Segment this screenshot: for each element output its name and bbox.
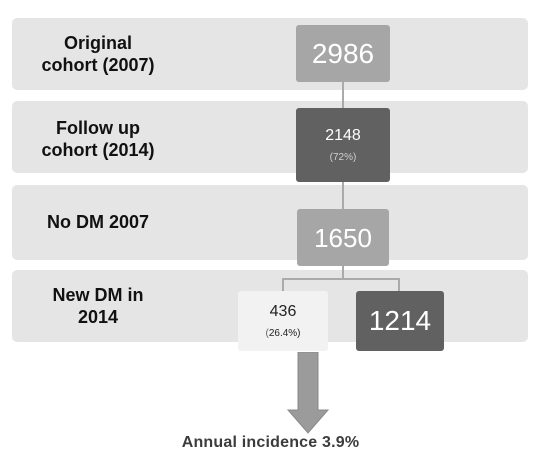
connector-line	[342, 182, 344, 210]
count-value: 2148	[325, 126, 361, 144]
follow-up-cohort-box: 2148 (72%)	[296, 108, 390, 182]
row-label-line: cohort (2014)	[41, 140, 155, 160]
row-band-no-dm-2007: No DM 2007	[12, 185, 528, 260]
no-new-dm-box: 1214	[356, 291, 444, 351]
count-value: 2986	[311, 37, 375, 69]
down-arrow	[287, 352, 329, 434]
count-value: 1214	[368, 305, 432, 336]
no-dm-2007-box: 1650	[297, 209, 389, 266]
row-label-line: Original	[63, 33, 132, 53]
percent-number: 26.4%)	[268, 327, 301, 339]
count-value: 436	[269, 302, 297, 320]
row-label-line: New DM in	[52, 285, 144, 305]
row-label: Follow up cohort (2014)	[12, 117, 184, 161]
row-band-follow-up-cohort: Follow up cohort (2014)	[12, 101, 528, 173]
row-label-line: Follow up	[56, 118, 140, 138]
original-cohort-box: 2986	[296, 25, 390, 82]
connector-line	[282, 278, 400, 280]
row-label-line: No DM 2007	[46, 212, 150, 232]
new-dm-box: 436 (26.4%)	[238, 291, 328, 351]
connector-line	[282, 278, 284, 292]
row-label-line: cohort (2007)	[41, 55, 155, 75]
percent-value: (26.4%)	[265, 327, 301, 339]
connector-line	[398, 278, 400, 292]
row-label: Original cohort (2007)	[12, 32, 184, 76]
connector-line	[342, 81, 344, 109]
annual-incidence-caption: Annual incidence 3.9%	[181, 434, 360, 451]
percent-open-paren: (	[265, 327, 269, 339]
row-label-line: 2014	[77, 307, 119, 327]
row-band-original-cohort: Original cohort (2007)	[12, 18, 528, 90]
connector-line	[342, 265, 344, 279]
row-label: No DM 2007	[12, 211, 184, 233]
percent-value: (72%)	[329, 151, 357, 163]
row-label: New DM in 2014	[12, 284, 184, 328]
count-value: 1650	[314, 222, 372, 253]
